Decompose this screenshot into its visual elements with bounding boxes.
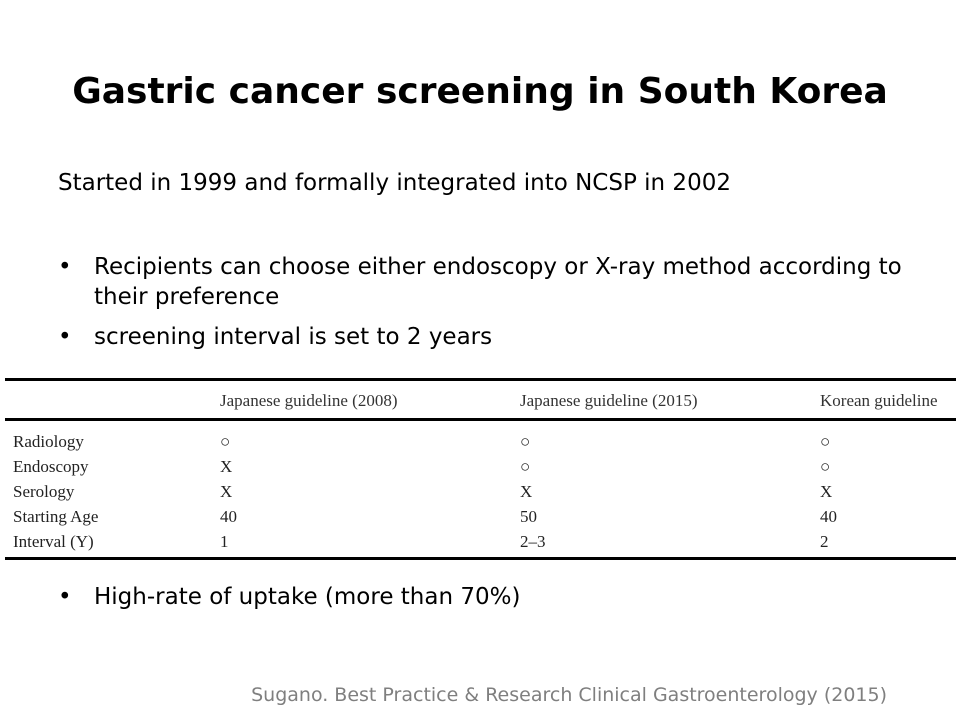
table-cell: X <box>220 454 520 479</box>
row-label: Radiology <box>5 420 220 455</box>
cell-value: Endoscopy <box>13 457 89 476</box>
guideline-table: Japanese guideline (2008) Japanese guide… <box>5 378 956 560</box>
table-cell: 2–3 <box>520 529 820 559</box>
bullet-glyph: • <box>58 584 72 610</box>
bullet-text: Recipients can choose either endoscopy o… <box>94 254 902 310</box>
cell-value: Serology <box>13 482 75 501</box>
circle-mark: ○ <box>520 457 531 476</box>
circle-mark: ○ <box>820 432 831 451</box>
cell-value: 50 <box>520 507 537 526</box>
circle-mark: ○ <box>820 457 831 476</box>
table-cell: X <box>220 479 520 504</box>
cell-value: 2–3 <box>520 532 546 551</box>
top-bullet-list: • Recipients can choose either endoscopy… <box>58 252 908 362</box>
cell-value: 40 <box>820 507 837 526</box>
bullet-glyph: • <box>58 254 72 280</box>
slide-title: Gastric cancer screening in South Korea <box>72 71 888 112</box>
bullet-glyph: • <box>58 324 72 350</box>
cell-value: X <box>520 482 533 501</box>
row-label: Interval (Y) <box>5 529 220 559</box>
circle-mark: ○ <box>520 432 531 451</box>
table-row: Serology X X X <box>5 479 956 504</box>
table-body: Radiology ○ ○ ○ Endoscopy X ○ ○ Serology X X X Start… <box>5 420 956 559</box>
table-row: Endoscopy X ○ ○ <box>5 454 956 479</box>
citation: Sugano. Best Practice & Research Clinica… <box>251 684 887 706</box>
cell-value: Interval (Y) <box>13 532 94 551</box>
table-row: Starting Age 40 50 40 <box>5 504 956 529</box>
intro-text: Started in 1999 and formally integrated … <box>58 170 731 196</box>
table-cell: 40 <box>820 504 956 529</box>
table-cell: ○ <box>220 420 520 455</box>
row-label: Endoscopy <box>5 454 220 479</box>
table-cell: ○ <box>520 420 820 455</box>
header-cell: Japanese guideline (2015) <box>520 391 698 410</box>
table-cell: ○ <box>820 420 956 455</box>
table-cell: X <box>820 479 956 504</box>
table-cell: 50 <box>520 504 820 529</box>
cell-value: 40 <box>220 507 237 526</box>
bullet-item: • Recipients can choose either endoscopy… <box>58 252 908 312</box>
table-cell: 40 <box>220 504 520 529</box>
table-row: Radiology ○ ○ ○ <box>5 420 956 455</box>
header-cell: Japanese guideline (2008) <box>220 391 398 410</box>
table-cell: 2 <box>820 529 956 559</box>
table-header-row: Japanese guideline (2008) Japanese guide… <box>5 379 956 420</box>
cell-value: Radiology <box>13 432 84 451</box>
table-row: Interval (Y) 1 2–3 2 <box>5 529 956 559</box>
bottom-bullet-list: • High-rate of uptake (more than 70%) <box>58 582 908 622</box>
circle-mark: ○ <box>220 432 231 451</box>
header-cell: Korean guideline <box>820 391 938 410</box>
table-cell: ○ <box>520 454 820 479</box>
table-cell: X <box>520 479 820 504</box>
row-label: Serology <box>5 479 220 504</box>
cell-value: X <box>220 482 233 501</box>
cell-value: X <box>820 482 833 501</box>
bullet-item: • High-rate of uptake (more than 70%) <box>58 582 908 612</box>
table-cell: 1 <box>220 529 520 559</box>
header-cell <box>5 380 220 420</box>
bullet-text: High-rate of uptake (more than 70%) <box>94 584 521 610</box>
row-label: Starting Age <box>5 504 220 529</box>
cell-value: Starting Age <box>13 507 99 526</box>
cell-value: 1 <box>220 532 229 551</box>
table-cell: ○ <box>820 454 956 479</box>
cell-value: 2 <box>820 532 829 551</box>
bullet-text: screening interval is set to 2 years <box>94 324 493 350</box>
bullet-item: • screening interval is set to 2 years <box>58 322 908 352</box>
cell-value: X <box>220 457 233 476</box>
